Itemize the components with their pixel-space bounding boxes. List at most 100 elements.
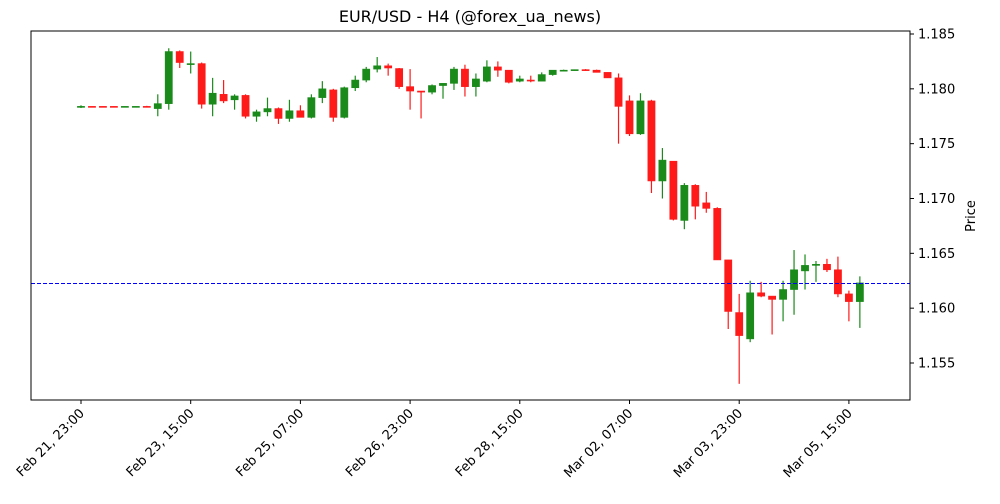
x-tick-label: Feb 23, 15:00 bbox=[124, 406, 198, 480]
candle-body bbox=[724, 259, 733, 312]
x-tick-label: Feb 28, 15:00 bbox=[453, 406, 527, 480]
candle bbox=[219, 80, 228, 104]
candle-body bbox=[99, 106, 107, 108]
candle-body bbox=[658, 159, 667, 182]
candle bbox=[515, 75, 524, 83]
chart-title: EUR/USD - H4 (@forex_ua_news) bbox=[339, 7, 601, 27]
candle-body bbox=[120, 106, 129, 108]
candle-body bbox=[614, 77, 623, 107]
candle bbox=[296, 105, 305, 118]
candle bbox=[691, 184, 700, 220]
candle bbox=[570, 69, 579, 71]
candle bbox=[99, 106, 107, 108]
candle-body bbox=[142, 106, 151, 108]
candle-body bbox=[757, 292, 766, 297]
candle bbox=[537, 72, 546, 82]
candle-body bbox=[834, 269, 842, 295]
candle bbox=[472, 73, 480, 97]
candle bbox=[439, 83, 447, 99]
candle-body bbox=[384, 65, 393, 69]
candle-body bbox=[131, 106, 140, 108]
candle bbox=[274, 107, 283, 124]
candle-body bbox=[713, 208, 722, 261]
candle bbox=[746, 280, 755, 343]
candle bbox=[658, 148, 667, 199]
candle-body bbox=[208, 92, 217, 105]
x-tick-label: Mar 02, 07:00 bbox=[561, 406, 636, 481]
candle-body bbox=[274, 108, 283, 119]
candle-body bbox=[153, 103, 162, 109]
candle-body bbox=[450, 68, 458, 84]
candle bbox=[131, 106, 140, 108]
candle-body bbox=[515, 78, 524, 82]
candle-body bbox=[647, 100, 656, 182]
y-tick-label: 1.155 bbox=[918, 357, 955, 372]
candle-body bbox=[77, 106, 85, 108]
candle-body bbox=[329, 89, 338, 118]
x-axis: Feb 21, 23:00 Feb 23, 15:00 Feb 25, 07:00 F… bbox=[14, 400, 856, 481]
candle-body bbox=[186, 63, 195, 65]
candle-body bbox=[110, 106, 118, 108]
candle-body bbox=[669, 160, 678, 220]
y-axis: 1.155 1.160 1.165 1.170 1.175 1.180 1.185 bbox=[910, 28, 955, 372]
candle bbox=[724, 259, 733, 330]
x-tick-label: Feb 25, 07:00 bbox=[233, 406, 307, 480]
candle bbox=[153, 94, 162, 117]
candle-body bbox=[493, 66, 502, 71]
candle bbox=[186, 51, 195, 74]
candle-body bbox=[472, 78, 480, 87]
candle-body bbox=[362, 68, 371, 81]
candle bbox=[395, 67, 404, 89]
candle-body bbox=[735, 312, 744, 336]
candle-body bbox=[855, 282, 864, 302]
candle bbox=[110, 106, 118, 108]
candles-layer bbox=[77, 48, 864, 384]
candle-body bbox=[318, 88, 327, 98]
candle bbox=[340, 86, 349, 119]
candle-body bbox=[219, 94, 228, 102]
candle bbox=[208, 77, 217, 117]
candle bbox=[461, 64, 469, 97]
candle-body bbox=[592, 69, 601, 73]
candle-body bbox=[581, 69, 590, 71]
y-tick-label: 1.160 bbox=[918, 302, 955, 317]
candle-body bbox=[691, 185, 700, 207]
candle bbox=[482, 60, 491, 83]
candle-body bbox=[307, 97, 316, 118]
candle-body bbox=[417, 90, 425, 93]
candle bbox=[175, 50, 184, 68]
candle-body bbox=[801, 265, 809, 272]
candle bbox=[757, 281, 766, 298]
candle-body bbox=[844, 293, 853, 302]
candle bbox=[362, 66, 371, 83]
candle bbox=[197, 62, 206, 109]
plot-frame bbox=[30, 30, 911, 401]
candle bbox=[647, 99, 656, 194]
candle-body bbox=[746, 292, 755, 340]
candle bbox=[142, 105, 151, 108]
candle bbox=[834, 256, 842, 298]
candle bbox=[493, 61, 502, 77]
candle bbox=[230, 94, 239, 110]
candle-body bbox=[823, 263, 831, 271]
candle bbox=[844, 290, 853, 322]
candle bbox=[855, 276, 864, 328]
candle bbox=[526, 75, 535, 83]
candle-body bbox=[570, 69, 579, 71]
candle-body bbox=[636, 100, 645, 135]
x-tick-label: Mar 05, 15:00 bbox=[781, 406, 856, 481]
candle bbox=[779, 280, 787, 322]
candle bbox=[263, 97, 272, 117]
candle-body bbox=[526, 79, 535, 82]
y-tick-label: 1.175 bbox=[918, 137, 955, 152]
candle bbox=[318, 81, 327, 104]
candle bbox=[790, 250, 798, 315]
candle-body bbox=[285, 110, 294, 119]
candle-body bbox=[428, 85, 436, 93]
candle-body bbox=[395, 68, 404, 87]
candle-body bbox=[88, 106, 96, 108]
candle bbox=[285, 99, 294, 122]
candle-body bbox=[779, 289, 787, 300]
candle bbox=[77, 105, 85, 109]
